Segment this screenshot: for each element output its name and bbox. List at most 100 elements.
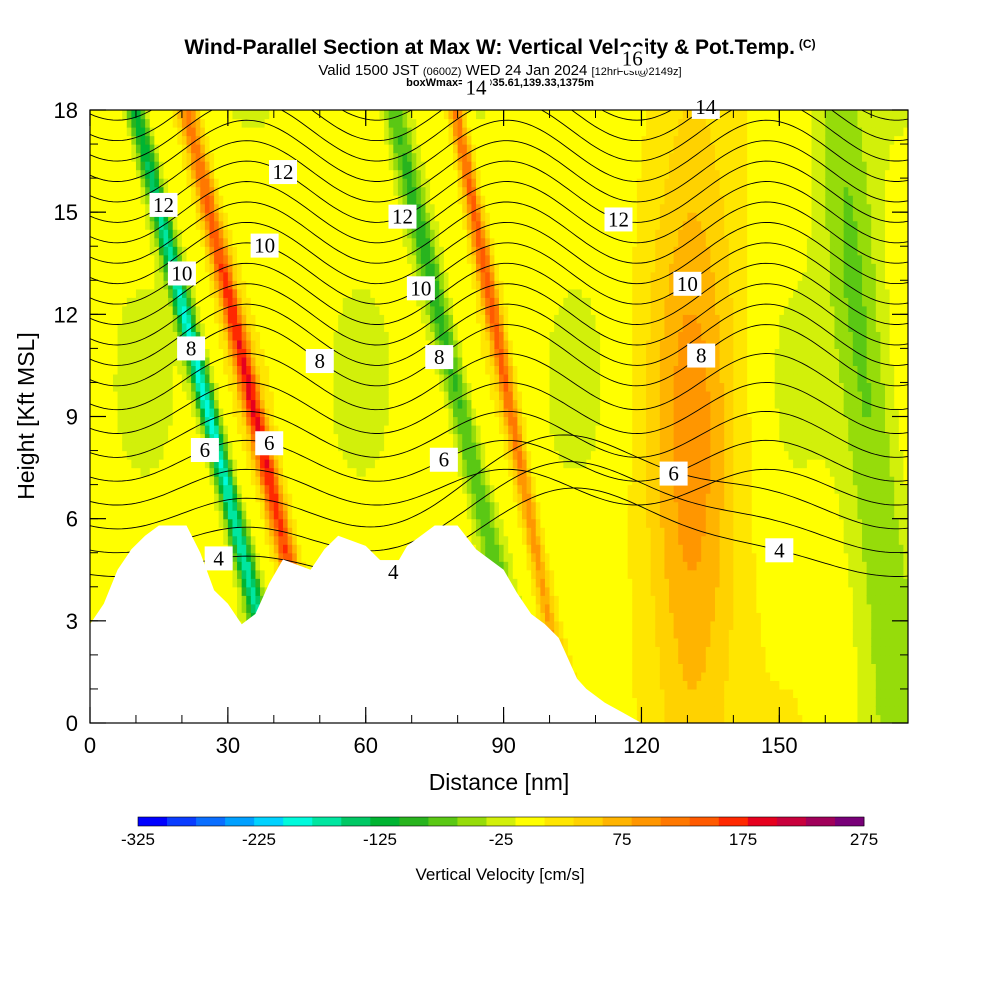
velocity-cell bbox=[310, 544, 316, 554]
velocity-cell bbox=[315, 544, 321, 554]
velocity-cell bbox=[227, 314, 234, 324]
velocity-cell bbox=[227, 527, 234, 537]
velocity-cell bbox=[149, 169, 155, 179]
velocity-cell bbox=[273, 127, 280, 137]
velocity-cell bbox=[191, 459, 197, 469]
velocity-cell bbox=[384, 544, 390, 554]
velocity-cell bbox=[117, 399, 123, 409]
velocity-cell bbox=[172, 169, 178, 179]
velocity-cell bbox=[370, 544, 376, 554]
velocity-cell bbox=[292, 416, 298, 426]
velocity-cell bbox=[384, 552, 390, 562]
velocity-cell bbox=[296, 305, 302, 315]
velocity-cell bbox=[338, 297, 344, 307]
velocity-cell bbox=[218, 127, 224, 137]
velocity-cell bbox=[186, 365, 192, 375]
velocity-cell bbox=[292, 229, 298, 239]
velocity-cell bbox=[158, 493, 165, 503]
velocity-cell bbox=[246, 254, 252, 264]
velocity-cell bbox=[402, 348, 408, 358]
velocity-cell bbox=[292, 535, 298, 545]
velocity-cell bbox=[232, 450, 238, 460]
velocity-cell bbox=[315, 195, 321, 205]
velocity-cell bbox=[361, 212, 367, 222]
velocity-cell bbox=[218, 220, 224, 230]
velocity-cell bbox=[149, 280, 155, 290]
velocity-cell bbox=[374, 297, 381, 307]
velocity-cell bbox=[301, 220, 307, 230]
velocity-cell bbox=[393, 510, 399, 520]
velocity-cell bbox=[145, 407, 151, 418]
velocity-cell bbox=[126, 118, 132, 128]
velocity-cell bbox=[269, 518, 275, 528]
velocity-cell bbox=[351, 263, 358, 273]
velocity-cell bbox=[370, 467, 376, 477]
velocity-cell bbox=[177, 288, 183, 298]
velocity-cell bbox=[103, 246, 109, 256]
velocity-cell bbox=[324, 399, 330, 409]
velocity-cell bbox=[112, 442, 119, 452]
velocity-cell bbox=[246, 297, 252, 307]
velocity-cell bbox=[384, 203, 390, 213]
velocity-cell bbox=[379, 229, 385, 239]
velocity-cell bbox=[154, 152, 160, 162]
velocity-cell bbox=[397, 118, 404, 128]
velocity-cell bbox=[237, 169, 243, 179]
velocity-cell bbox=[168, 110, 174, 120]
velocity-cell bbox=[126, 152, 132, 162]
velocity-cell bbox=[264, 578, 270, 588]
velocity-cell bbox=[200, 144, 206, 154]
velocity-cell bbox=[117, 305, 123, 315]
velocity-cell bbox=[154, 178, 160, 188]
velocity-cell bbox=[237, 467, 243, 477]
velocity-cell bbox=[218, 288, 224, 298]
velocity-cell bbox=[328, 186, 335, 196]
velocity-cell bbox=[301, 501, 307, 511]
velocity-cell bbox=[273, 390, 280, 401]
velocity-cell bbox=[347, 527, 353, 537]
velocity-cell bbox=[168, 348, 174, 358]
velocity-cell bbox=[145, 203, 151, 213]
velocity-cell bbox=[292, 373, 298, 384]
velocity-cell bbox=[310, 195, 316, 205]
velocity-cell bbox=[191, 229, 197, 239]
velocity-cell bbox=[356, 339, 362, 349]
velocity-cell bbox=[168, 501, 174, 511]
velocity-cell bbox=[338, 348, 344, 358]
velocity-cell bbox=[351, 178, 358, 188]
velocity-cell bbox=[333, 450, 339, 460]
velocity-cell bbox=[186, 212, 192, 222]
velocity-cell bbox=[177, 254, 183, 264]
velocity-cell bbox=[305, 322, 312, 332]
velocity-cell bbox=[103, 518, 109, 528]
velocity-cell bbox=[319, 518, 325, 528]
velocity-cell bbox=[273, 365, 280, 375]
velocity-cell bbox=[393, 442, 399, 452]
velocity-cell bbox=[94, 271, 100, 281]
velocity-cell bbox=[112, 356, 119, 367]
velocity-cell bbox=[191, 467, 197, 477]
velocity-cell bbox=[283, 356, 289, 367]
velocity-cell bbox=[388, 416, 394, 426]
velocity-cell bbox=[278, 425, 284, 435]
velocity-cell bbox=[296, 263, 302, 273]
velocity-cell bbox=[250, 169, 257, 179]
velocity-cell bbox=[310, 203, 316, 213]
velocity-cell bbox=[90, 339, 96, 349]
velocity-cell bbox=[264, 425, 270, 435]
velocity-cell bbox=[195, 161, 201, 171]
velocity-cell bbox=[108, 297, 114, 307]
velocity-cell bbox=[246, 314, 252, 324]
velocity-cell bbox=[209, 212, 215, 222]
copyright-mark: (C) bbox=[798, 37, 816, 51]
velocity-cell bbox=[145, 135, 151, 145]
velocity-cell bbox=[347, 322, 353, 332]
velocity-cell bbox=[273, 271, 280, 281]
velocity-cell bbox=[388, 305, 394, 315]
velocity-cell bbox=[214, 535, 220, 545]
velocity-cell bbox=[338, 127, 344, 137]
velocity-cell bbox=[191, 382, 197, 392]
velocity-cell bbox=[232, 416, 238, 426]
velocity-cell bbox=[204, 161, 211, 171]
velocity-cell bbox=[328, 459, 335, 469]
